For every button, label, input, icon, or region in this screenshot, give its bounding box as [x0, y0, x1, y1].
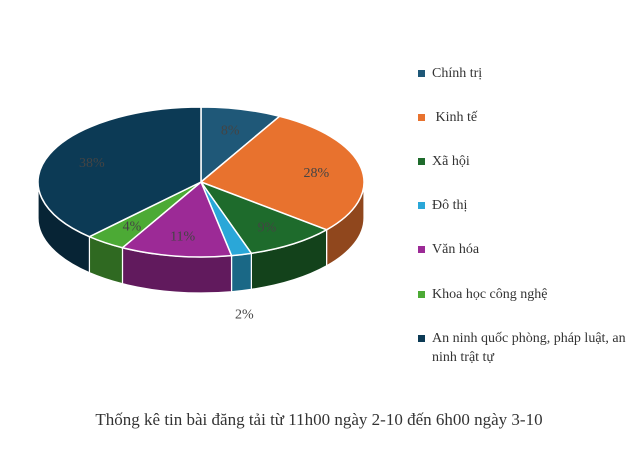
legend-swatch	[418, 70, 425, 77]
pie-slice	[198, 180, 329, 255]
legend-swatch	[418, 158, 425, 165]
pie-slice	[199, 115, 365, 231]
legend-swatch	[418, 246, 425, 253]
legend-label: Khoa học công nghệ	[432, 287, 548, 302]
legend-label: Văn hóa	[432, 242, 480, 257]
pie-slice-side	[230, 252, 252, 293]
legend-label: Xã hội	[432, 154, 470, 169]
legend-swatch	[418, 335, 425, 342]
legend-item: Khoa học công nghệ	[418, 285, 547, 304]
legend-item: Đô thị	[418, 196, 467, 215]
legend-label: Kinh tế	[432, 110, 478, 125]
pie-data-label: 2%	[235, 308, 254, 323]
legend-label: An ninh quốc phòng, pháp luật, an ninh t…	[432, 331, 630, 365]
pie-slice	[120, 180, 233, 258]
pie-top-faces	[37, 106, 365, 258]
pie-slice	[37, 106, 202, 238]
legend-swatch	[418, 202, 425, 209]
legend-item: An ninh quốc phòng, pháp luật, an ninh t…	[418, 329, 637, 367]
pie-data-label: 28%	[303, 166, 329, 181]
legend-label: Đô thị	[432, 198, 468, 213]
pie-data-label: 11%	[170, 229, 195, 244]
pie-data-label: 8%	[221, 124, 240, 139]
legend-item: Xã hội	[418, 152, 470, 171]
pie-data-label: 4%	[123, 220, 142, 235]
pie-data-label: 38%	[79, 156, 105, 171]
pie-data-labels: 8% 28% 9% 2% 11% 4% 38%	[79, 124, 329, 323]
pie-data-label: 9%	[258, 221, 277, 236]
legend-swatch	[418, 114, 425, 121]
chart-title: Thống kê tin bài đăng tải từ 11h00 ngày …	[95, 410, 543, 429]
legend-label: Chính trị	[432, 66, 483, 81]
legend-item: Văn hóa	[418, 240, 479, 259]
legend-item: Chính trị	[418, 64, 482, 83]
legend-item: Kinh tế	[418, 108, 477, 127]
legend-swatch	[418, 291, 425, 298]
